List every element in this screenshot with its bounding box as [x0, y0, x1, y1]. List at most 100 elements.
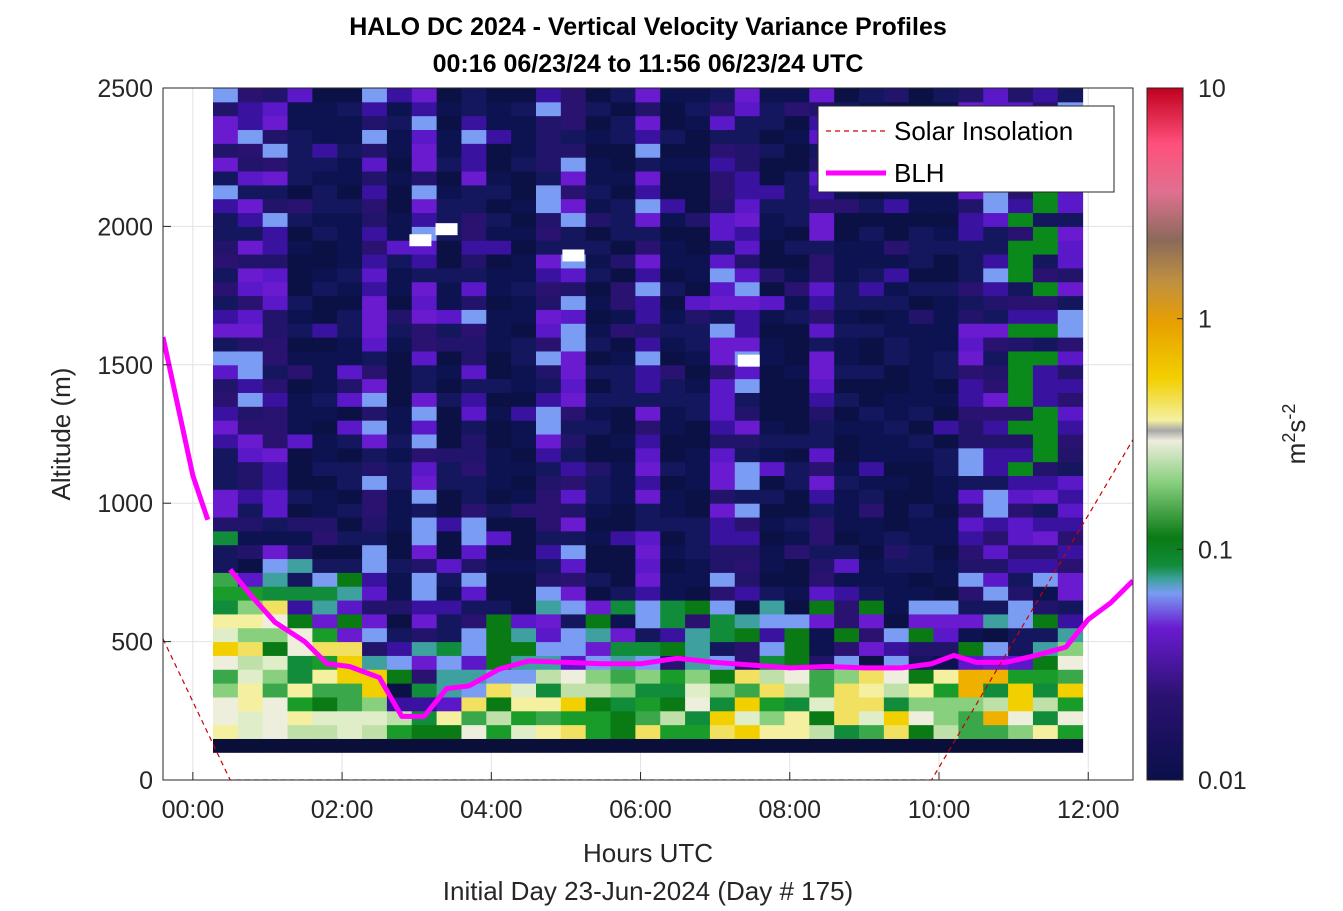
heatmap-cell	[1057, 240, 1084, 255]
heatmap-cell	[511, 350, 537, 366]
heatmap-cell	[337, 586, 363, 601]
heatmap-cell	[362, 655, 388, 670]
heatmap-cell	[486, 738, 512, 753]
heatmap-cell	[933, 447, 959, 463]
heatmap-cell	[436, 115, 462, 131]
heatmap-cell	[560, 710, 587, 726]
heatmap-cell	[859, 254, 885, 269]
heatmap-cell	[386, 240, 413, 255]
heatmap-cell	[337, 323, 363, 338]
heatmap-cell	[386, 129, 413, 144]
heatmap-cell	[734, 724, 761, 739]
heatmap-cell	[958, 600, 984, 615]
heatmap-cell	[660, 101, 686, 117]
heatmap-cell	[436, 337, 462, 352]
heatmap-cell	[536, 254, 562, 269]
heatmap-cell	[337, 226, 363, 241]
heatmap-cell	[436, 627, 462, 643]
heatmap-cell	[610, 503, 636, 518]
heatmap-cell	[809, 738, 835, 753]
heatmap-cell	[759, 101, 785, 117]
heatmap-cell	[610, 420, 636, 435]
heatmap-cell	[759, 696, 785, 712]
heatmap-cell	[362, 88, 388, 103]
heatmap-cell	[511, 364, 537, 380]
heatmap-cell	[734, 295, 761, 310]
heatmap-cell	[660, 696, 686, 712]
heatmap-cell	[212, 254, 239, 269]
heatmap-cell	[709, 157, 736, 172]
heatmap-cell	[312, 572, 338, 587]
heatmap-cell	[660, 184, 686, 200]
heatmap-cell	[784, 309, 810, 324]
heatmap-cell	[784, 600, 810, 615]
heatmap-cell	[212, 586, 239, 601]
heatmap-cell	[709, 613, 736, 629]
heatmap-cell	[287, 212, 313, 227]
heatmap-cell	[337, 240, 363, 255]
heatmap-cell	[386, 254, 413, 269]
heatmap-cell	[883, 724, 910, 739]
heatmap-cell	[759, 184, 785, 200]
heatmap-cell	[734, 378, 761, 393]
heatmap-cell	[759, 240, 785, 255]
heatmap-cell	[585, 115, 612, 131]
heatmap-cell	[660, 627, 686, 643]
heatmap-cell	[461, 641, 487, 656]
heatmap-cell	[362, 710, 388, 726]
heatmap-cell	[859, 475, 885, 490]
heatmap-cell	[1057, 655, 1084, 670]
heatmap-cell	[784, 88, 810, 103]
heatmap-cell	[287, 669, 313, 684]
heatmap-cell	[312, 143, 338, 158]
heatmap-cell	[386, 613, 413, 629]
heatmap-cell	[312, 281, 338, 297]
heatmap-cell	[734, 530, 761, 546]
heatmap-cell	[511, 392, 537, 407]
heatmap-cell	[461, 655, 487, 670]
heatmap-cell	[734, 101, 761, 117]
heatmap-cell	[685, 434, 711, 449]
heatmap-cell	[436, 434, 462, 449]
heatmap-cell	[1008, 337, 1034, 352]
heatmap-cell	[436, 143, 462, 158]
heatmap-cell	[685, 101, 711, 117]
heatmap-cell	[859, 558, 885, 573]
heatmap-cell	[908, 323, 935, 338]
heatmap-cell	[362, 461, 388, 477]
heatmap-cell	[660, 558, 686, 573]
heatmap-cell	[610, 461, 636, 477]
heatmap-cell	[262, 696, 289, 712]
heatmap-cell	[386, 489, 413, 504]
heatmap-cell	[709, 254, 736, 269]
heatmap-cell	[312, 406, 338, 421]
heatmap-cell	[560, 157, 587, 172]
heatmap-cell	[237, 683, 264, 698]
heatmap-cell	[362, 475, 388, 490]
heatmap-cell	[486, 378, 512, 393]
heatmap-cell	[337, 669, 363, 684]
heatmap-cell	[461, 323, 487, 338]
heatmap-cell	[883, 406, 910, 421]
heatmap-cell	[834, 641, 860, 656]
heatmap-cell	[685, 641, 711, 656]
x-tick-label-0: 00:00	[162, 796, 225, 824]
heatmap-cell	[933, 738, 959, 753]
heatmap-cell	[560, 738, 587, 753]
heatmap-cell	[1057, 364, 1084, 380]
heatmap-cell	[1057, 420, 1084, 435]
heatmap-cell	[386, 738, 413, 753]
heatmap-cell	[709, 434, 736, 449]
colorbar-gradient	[1147, 88, 1183, 780]
heatmap-cell	[685, 350, 711, 366]
heatmap-cell	[262, 669, 289, 684]
heatmap-cell	[212, 378, 239, 393]
heatmap-cell	[237, 171, 264, 186]
heatmap-cell	[908, 212, 935, 227]
heatmap-cell	[635, 267, 661, 283]
heatmap-cell	[486, 503, 512, 518]
heatmap-cell	[933, 337, 959, 352]
heatmap-cell	[610, 586, 636, 601]
heatmap-cell	[312, 378, 338, 393]
heatmap-cell	[635, 489, 661, 504]
